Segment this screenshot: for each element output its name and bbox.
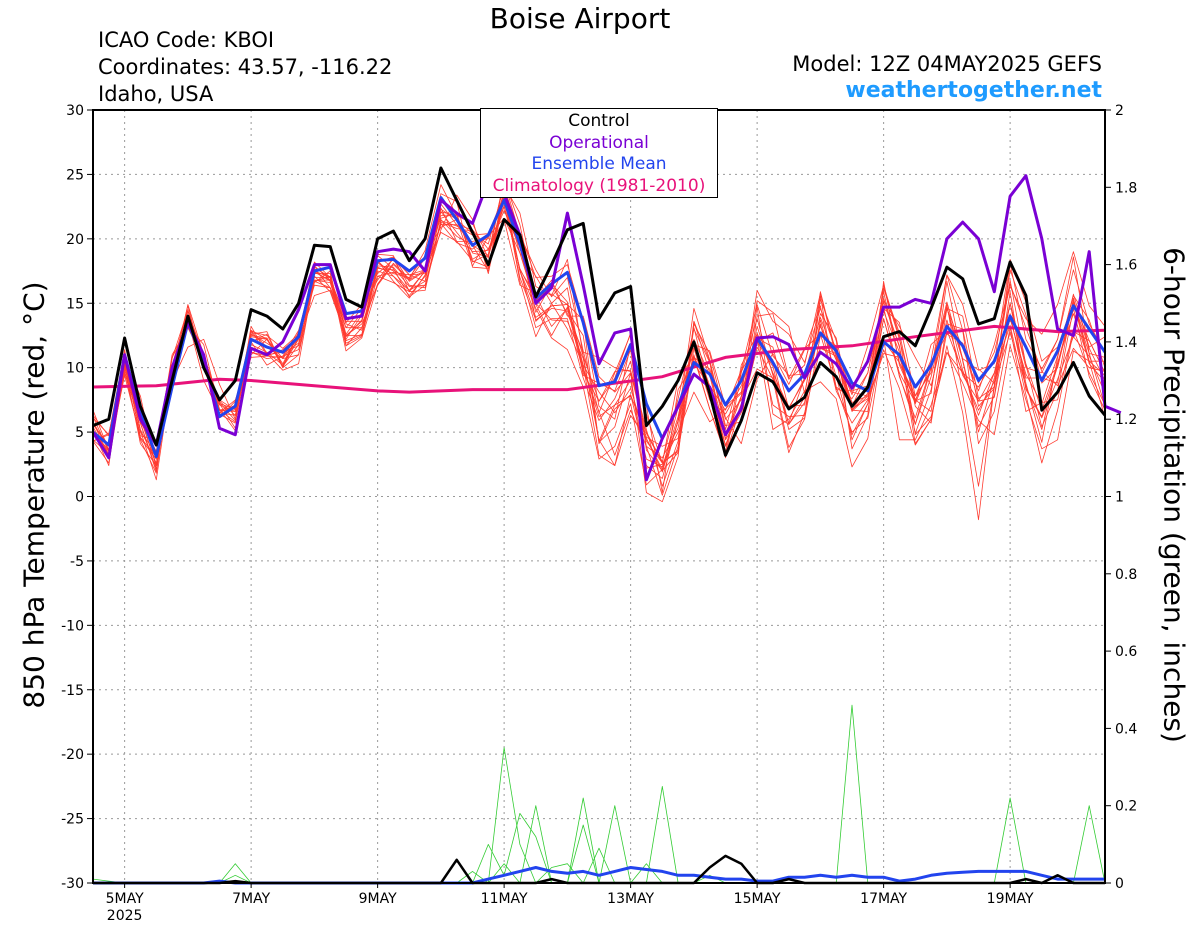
temp-member-line	[92, 185, 1106, 474]
y2-tick-label: 0.8	[1115, 567, 1137, 583]
chart-axes: 302520151050-5-10-15-20-25-3021.81.61.41…	[61, 103, 1137, 924]
coordinates: Coordinates: 43.57, -116.22	[98, 55, 393, 79]
region: Idaho, USA	[98, 82, 214, 106]
y2-tick-label: 0.4	[1115, 721, 1137, 737]
chart-title: Boise Airport	[489, 2, 671, 35]
operational-temp-line	[91, 174, 1122, 482]
y2-tick-label: 1.6	[1115, 258, 1137, 274]
x-tick-label: 11MAY	[481, 891, 528, 907]
y-tick-label: 20	[66, 232, 84, 248]
control-temp-line	[92, 166, 1107, 457]
chart-grid	[93, 110, 1105, 883]
x-tick-label: 7MAY	[232, 891, 270, 907]
precip-member-line	[93, 704, 1105, 884]
y2-tick-label: 0.6	[1115, 644, 1137, 660]
y-tick-label: -15	[61, 683, 84, 699]
model-run: Model: 12Z 04MAY2025 GEFS	[792, 52, 1102, 76]
y-tick-label: 15	[66, 296, 84, 312]
control-precip-line	[93, 854, 1105, 885]
x-tick-label: 13MAY	[607, 891, 654, 907]
y2-tick-label: 1	[1115, 490, 1124, 506]
legend-control: Control	[568, 111, 630, 131]
precip-member-line	[93, 797, 1105, 884]
temp-member-line	[92, 195, 1106, 479]
y-tick-label: 30	[66, 103, 84, 119]
x-tick-label: 5MAY	[106, 891, 144, 907]
x-tick-label: 19MAY	[987, 891, 1034, 907]
y-tick-label: -20	[61, 747, 84, 763]
y-tick-label: 25	[66, 167, 84, 183]
y2-tick-label: 1.4	[1115, 335, 1137, 351]
icao-code: ICAO Code: KBOI	[98, 28, 275, 52]
temp-member-line	[92, 186, 1106, 487]
y-tick-label: -10	[61, 618, 84, 634]
y-axis-label-left: 850 hPa Temperature (red, °C)	[17, 281, 51, 709]
y-tick-label: -25	[61, 812, 84, 828]
legend-climatology: Climatology (1981-2010)	[492, 175, 706, 196]
y2-tick-label: 0.2	[1115, 799, 1137, 815]
main-series	[91, 166, 1122, 885]
y-tick-label: -30	[61, 876, 84, 892]
site-link[interactable]: weathertogether.net	[845, 78, 1102, 103]
x-tick-label: 9MAY	[359, 891, 397, 907]
legend-mean: Ensemble Mean	[531, 154, 667, 174]
x-tick-sublabel: 2025	[107, 908, 143, 924]
y2-tick-label: 2	[1115, 103, 1124, 119]
y2-tick-label: 1.2	[1115, 412, 1137, 428]
temp-member-line	[92, 179, 1106, 470]
y2-tick-label: 1.8	[1115, 180, 1137, 196]
precip-member-line	[93, 797, 1105, 884]
mean-temp-line	[92, 196, 1107, 459]
y-tick-label: -5	[70, 554, 84, 570]
y-tick-label: 5	[75, 425, 84, 441]
precip-member-line	[93, 786, 1105, 884]
x-tick-label: 17MAY	[860, 891, 907, 907]
legend-operational: Operational	[549, 132, 649, 153]
y2-tick-label: 0	[1115, 876, 1124, 892]
legend: Control Operational Ensemble Mean Climat…	[480, 108, 718, 198]
y-tick-label: 0	[75, 490, 84, 506]
y-axis-label-right: 6-hour Precipitation (green, inches)	[1157, 247, 1191, 743]
precip-member-line	[92, 747, 1105, 884]
y-tick-label: 10	[66, 361, 84, 377]
precip-members	[92, 704, 1106, 884]
x-tick-label: 15MAY	[734, 891, 781, 907]
temp-member-line	[92, 198, 1106, 503]
